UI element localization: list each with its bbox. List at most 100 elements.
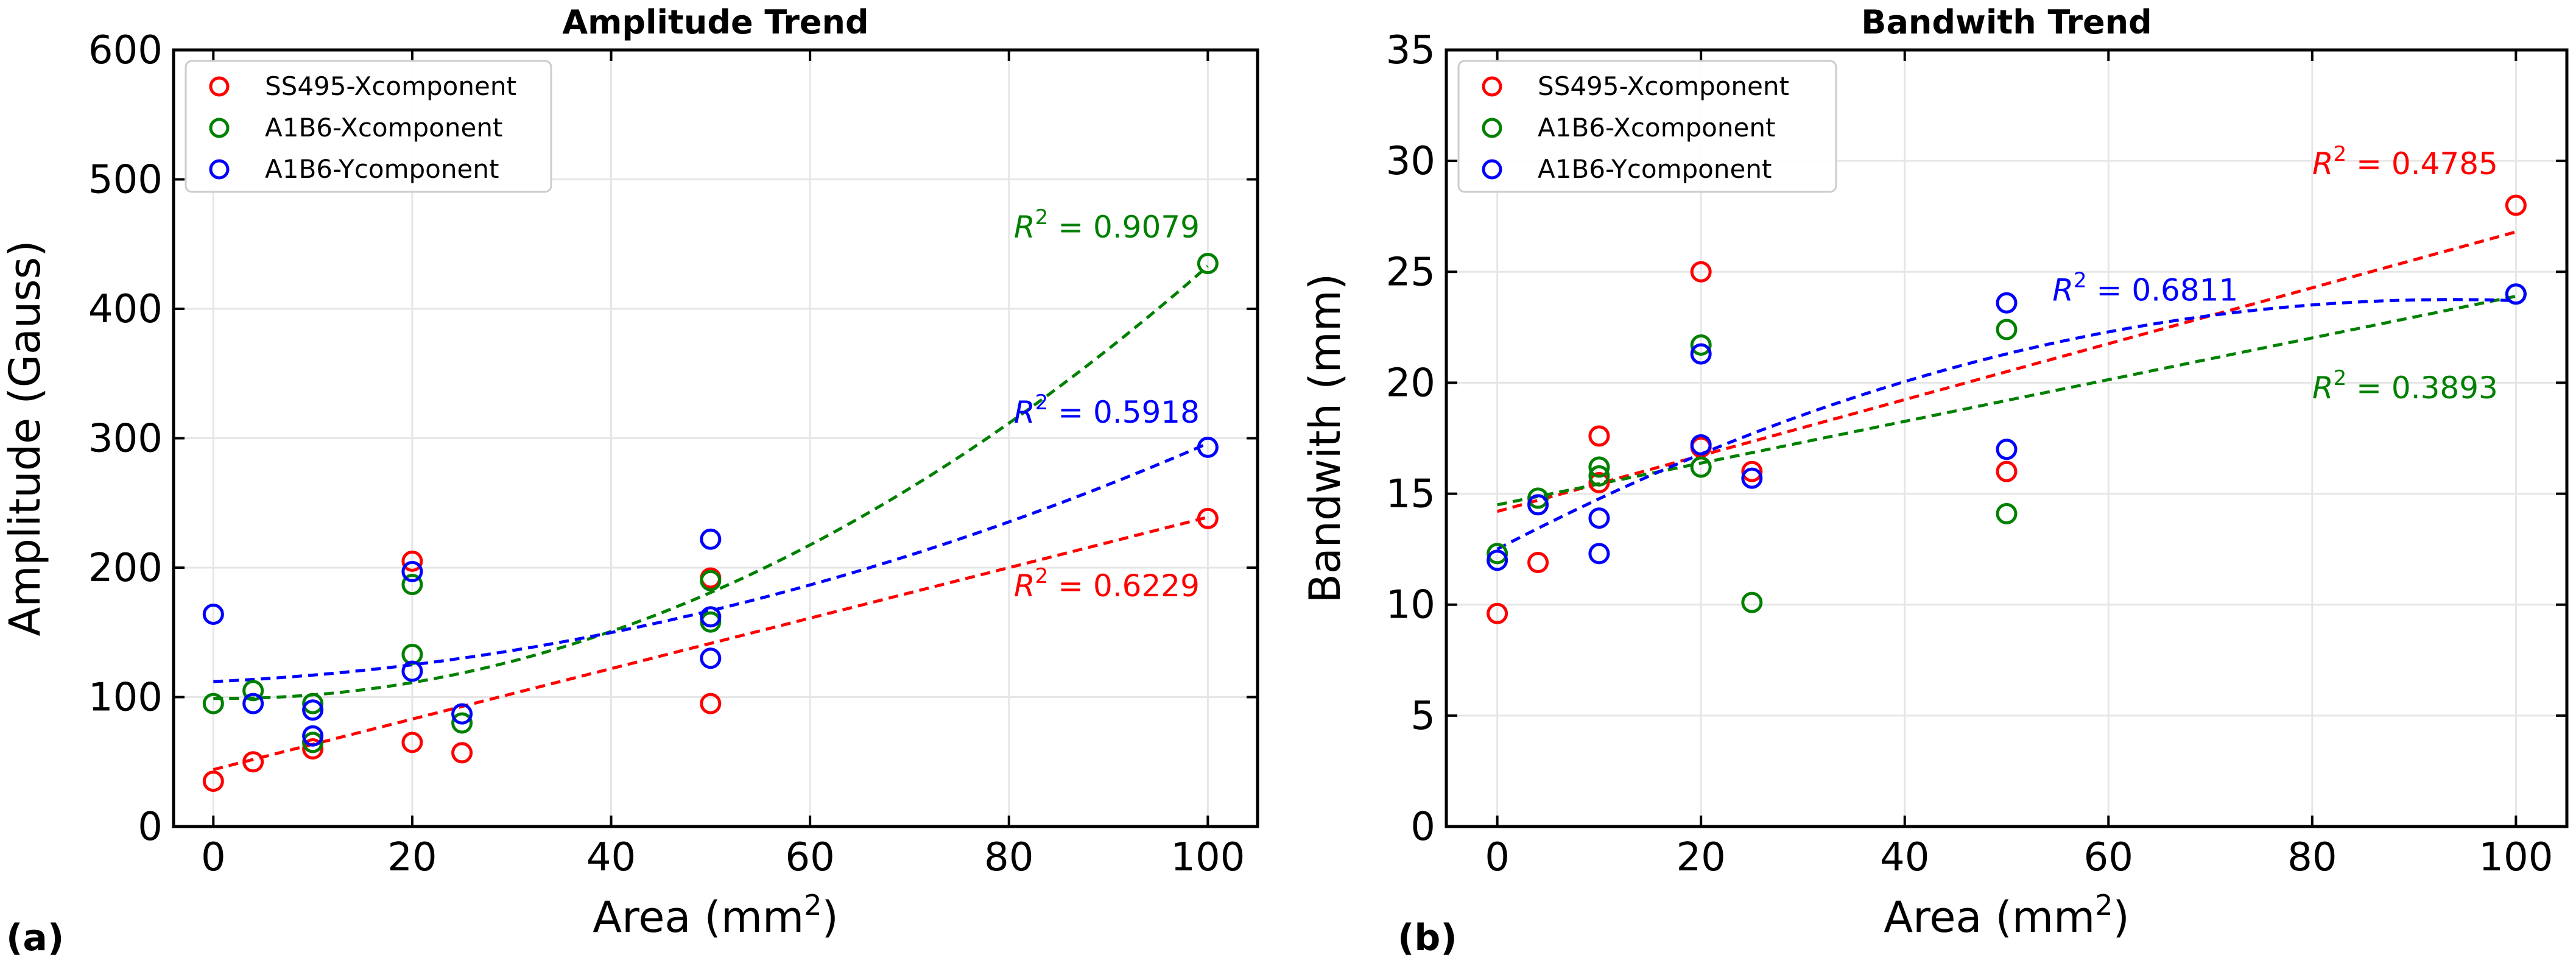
r2-superscript: 2 [1035, 564, 1049, 588]
legend-label: SS495-Xcomponent [1538, 71, 1789, 101]
x-tick-label: 40 [586, 835, 636, 880]
y-tick-label: 5 [1410, 694, 1435, 739]
y-tick-label: 35 [1386, 28, 1435, 73]
data-point-a1b6-xcomponent [451, 712, 473, 734]
x-axis-label: Area (mm2) [593, 889, 839, 942]
legend-label: A1B6-Xcomponent [1538, 113, 1775, 143]
data-point-ss495-xcomponent [202, 770, 224, 792]
y-tick-label: 100 [88, 675, 163, 721]
data-point-a1b6-ycomponent [700, 647, 722, 669]
data-point-a1b6-ycomponent [1588, 507, 1610, 529]
y-tick-label: 500 [88, 158, 163, 203]
x-axis-label-end: ) [822, 892, 839, 942]
y-tick-label: 0 [138, 805, 163, 850]
y-tick-label: 30 [1386, 139, 1435, 184]
legend-marker [209, 159, 230, 180]
fit-line-ss495-xcomponent [1496, 230, 2517, 513]
x-axis-label: Area (mm2) [1884, 889, 2130, 942]
data-point-a1b6-ycomponent [1527, 494, 1549, 516]
y-tick-label: 300 [88, 417, 163, 462]
r2-superscript: 2 [2334, 366, 2347, 390]
data-point-a1b6-xcomponent [302, 732, 324, 753]
data-point-a1b6-ycomponent [700, 606, 722, 628]
data-point-ss495-xcomponent [1588, 425, 1610, 447]
data-point-a1b6-ycomponent [1690, 343, 1712, 365]
data-point-ss495-xcomponent [302, 738, 324, 760]
legend-marker [209, 118, 230, 138]
data-point-ss495-xcomponent [2505, 194, 2527, 216]
data-point-a1b6-xcomponent [700, 569, 722, 591]
data-point-a1b6-xcomponent [202, 693, 224, 714]
data-point-a1b6-xcomponent [242, 680, 264, 702]
x-axis-label-superscript: 2 [804, 889, 822, 922]
data-point-ss495-xcomponent [451, 742, 473, 764]
r2-annotation: R2 = 0.6811 [2052, 269, 2238, 308]
legend-marker [209, 76, 230, 97]
data-point-a1b6-xcomponent [1588, 456, 1610, 478]
x-axis-label-end: ) [2113, 892, 2130, 942]
chart-title: Amplitude Trend [562, 3, 868, 41]
legend-label: A1B6-Ycomponent [1538, 154, 1772, 184]
y-tick-label: 10 [1386, 583, 1435, 628]
x-tick-label: 60 [2084, 835, 2133, 880]
data-point-a1b6-ycomponent [1741, 467, 1763, 489]
data-point-a1b6-xcomponent [1741, 591, 1763, 613]
legend-box [1457, 60, 1837, 193]
r2-annotation: R2 = 0.3893 [2312, 366, 2498, 406]
r2-superscript: 2 [2334, 142, 2347, 166]
data-point-a1b6-ycomponent [700, 528, 722, 550]
data-point-a1b6-xcomponent [1996, 319, 2018, 340]
legend-label: SS495-Xcomponent [265, 71, 516, 101]
legend-marker [1482, 76, 1502, 97]
data-point-a1b6-ycomponent [401, 560, 423, 582]
r2-symbol: R [2052, 273, 2074, 308]
data-point-a1b6-xcomponent [1690, 456, 1712, 478]
legend-marker [1482, 159, 1502, 180]
data-point-a1b6-ycomponent [242, 693, 264, 714]
data-point-a1b6-ycomponent [2505, 283, 2527, 305]
data-point-ss495-xcomponent [700, 693, 722, 714]
data-point-a1b6-ycomponent [1588, 543, 1610, 565]
x-tick-label: 0 [1485, 835, 1510, 880]
x-tick-label: 80 [984, 835, 1033, 880]
chart-title: Bandwith Trend [1861, 3, 2152, 41]
x-tick-label: 0 [201, 835, 226, 880]
y-axis-label: Amplitude (Gauss) [0, 240, 50, 636]
x-axis-label-text: Area (mm [593, 892, 804, 942]
x-tick-label: 60 [785, 835, 834, 880]
data-point-ss495-xcomponent [1690, 261, 1712, 283]
data-point-ss495-xcomponent [242, 751, 264, 773]
y-tick-label: 15 [1386, 472, 1435, 517]
panel-label: (b) [1398, 917, 1457, 959]
data-point-a1b6-xcomponent [1690, 334, 1712, 356]
x-tick-label: 100 [1170, 835, 1245, 880]
y-tick-label: 600 [88, 28, 163, 73]
x-tick-label: 80 [2287, 835, 2337, 880]
r2-value: = 0.9079 [1048, 210, 1200, 245]
data-point-ss495-xcomponent [401, 550, 423, 572]
r2-annotation: R2 = 0.9079 [1014, 205, 1200, 245]
data-point-ss495-xcomponent [1197, 507, 1219, 529]
y-axis-label: Bandwith (mm) [1300, 273, 1350, 603]
data-point-a1b6-ycomponent [401, 660, 423, 682]
legend-marker [1482, 118, 1502, 138]
fit-line-ss495-xcomponent [213, 515, 1208, 771]
legend-box [185, 60, 552, 193]
x-tick-label: 100 [2479, 835, 2553, 880]
x-tick-label: 20 [387, 835, 437, 880]
r2-symbol: R [1014, 568, 1035, 604]
data-point-a1b6-xcomponent [1996, 502, 2018, 524]
data-point-a1b6-xcomponent [1487, 543, 1508, 565]
data-point-a1b6-ycomponent [202, 604, 224, 625]
fit-line-a1b6-xcomponent [213, 265, 1209, 700]
plot-area [202, 253, 1219, 792]
data-point-a1b6-xcomponent [302, 693, 324, 714]
panel-label: (a) [6, 917, 64, 959]
data-point-ss495-xcomponent [1741, 460, 1763, 482]
plot-area [1487, 194, 2527, 624]
legend-label: A1B6-Ycomponent [265, 154, 499, 184]
r2-value: = 0.6229 [1048, 568, 1200, 604]
data-point-a1b6-ycomponent [302, 725, 324, 747]
